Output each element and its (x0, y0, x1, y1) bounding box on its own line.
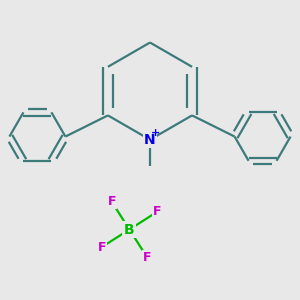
Text: F: F (98, 241, 106, 254)
Text: F: F (153, 206, 161, 218)
Text: N: N (144, 133, 156, 147)
Text: +: + (151, 128, 160, 138)
Text: F: F (108, 196, 116, 208)
Text: F: F (143, 250, 151, 263)
Text: B: B (124, 223, 135, 236)
